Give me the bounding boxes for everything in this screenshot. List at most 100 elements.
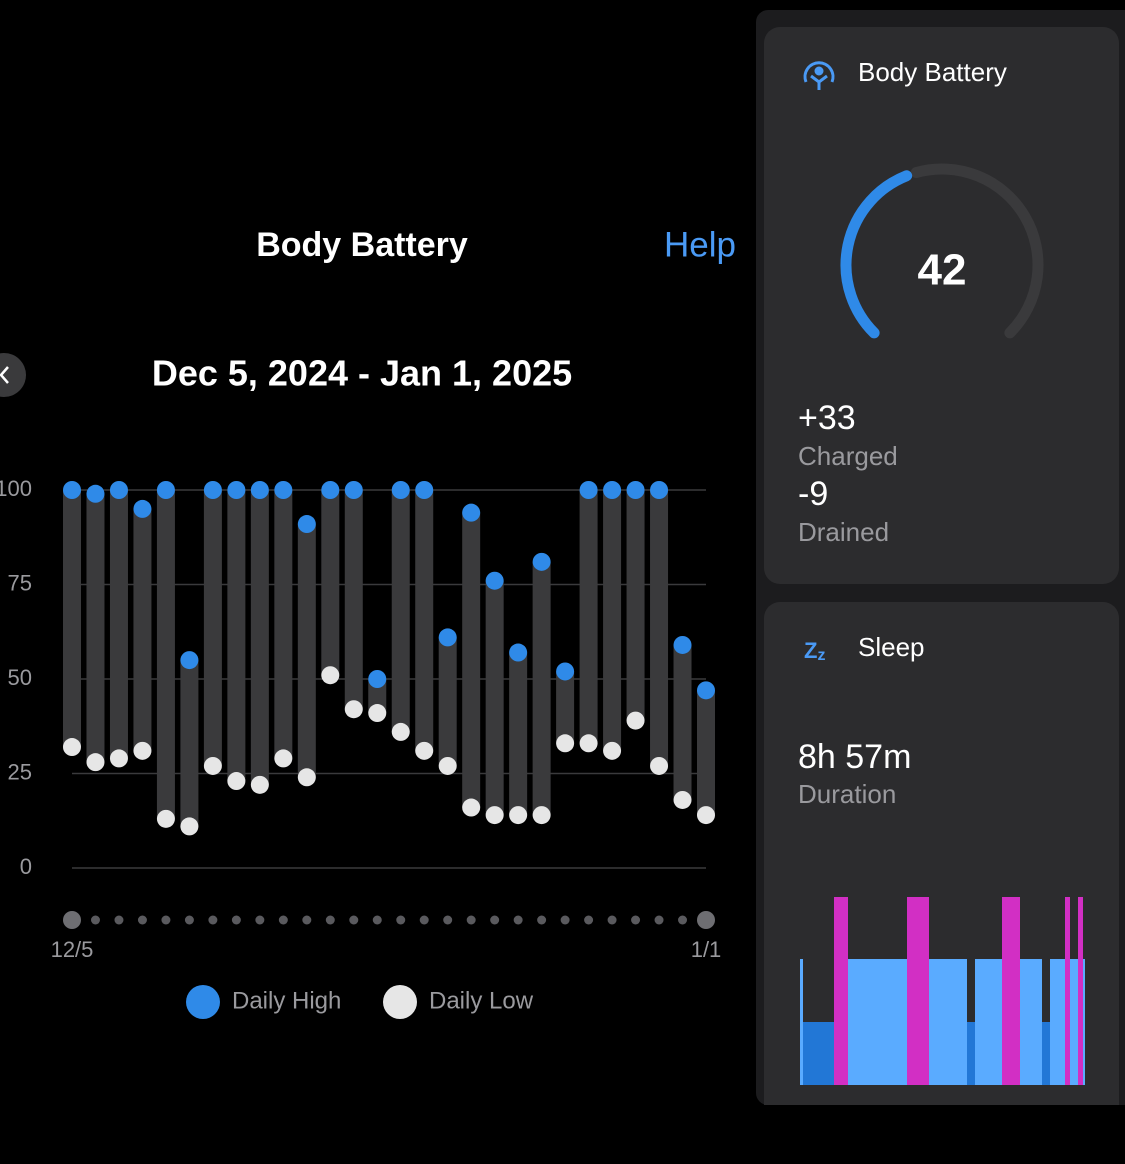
data-point bbox=[156, 481, 175, 499]
gauge-track bbox=[910, 163, 1044, 339]
range-bar bbox=[203, 490, 222, 766]
data-point bbox=[156, 809, 175, 828]
data-point bbox=[368, 670, 387, 688]
gauge bbox=[840, 163, 1044, 339]
range-bar bbox=[438, 637, 457, 766]
data-point bbox=[391, 722, 410, 741]
charged-label: Charged bbox=[798, 441, 898, 471]
range-bar bbox=[63, 490, 81, 748]
range-bar bbox=[180, 660, 199, 827]
rem-sleep bbox=[1002, 897, 1020, 1085]
gauge-value: 42 bbox=[918, 246, 967, 295]
data-point bbox=[626, 481, 645, 499]
range-bar bbox=[415, 490, 434, 751]
icon-head bbox=[814, 66, 824, 76]
range-bar bbox=[368, 679, 387, 714]
day-dot bbox=[584, 915, 594, 925]
day-dot bbox=[537, 915, 547, 925]
data-point bbox=[109, 749, 128, 768]
range-bar bbox=[297, 524, 316, 778]
body-battery-icon bbox=[803, 61, 835, 90]
charged-value: +33 bbox=[798, 399, 856, 437]
data-point bbox=[438, 628, 457, 647]
icon-body bbox=[810, 74, 828, 90]
data-point bbox=[462, 503, 481, 522]
day-dot bbox=[419, 915, 429, 925]
duration-label: Duration bbox=[798, 779, 896, 809]
range-bar bbox=[579, 490, 598, 744]
data-point bbox=[650, 756, 669, 775]
data-point bbox=[344, 700, 363, 719]
day-dot bbox=[466, 915, 476, 925]
legend-swatch bbox=[383, 985, 417, 1019]
range-bar bbox=[462, 512, 481, 808]
data-point bbox=[86, 484, 105, 503]
range-bar bbox=[321, 490, 340, 676]
range-bar bbox=[344, 490, 363, 710]
data-point bbox=[86, 753, 105, 772]
range-bar bbox=[133, 508, 152, 751]
legend-swatch bbox=[186, 985, 220, 1019]
gauge-fill bbox=[840, 170, 913, 339]
day-dot bbox=[161, 915, 171, 925]
deep-sleep bbox=[1042, 1022, 1050, 1085]
data-point bbox=[603, 481, 622, 499]
light-sleep bbox=[800, 959, 803, 1085]
deep-sleep bbox=[967, 1022, 975, 1085]
body-battery-card[interactable] bbox=[764, 27, 1119, 584]
drained-value: -9 bbox=[798, 475, 828, 513]
date-range: Dec 5, 2024 - Jan 1, 2025 bbox=[152, 353, 572, 394]
back-circle bbox=[0, 353, 26, 397]
card-title: Body Battery bbox=[858, 57, 1007, 87]
day-dot bbox=[631, 915, 641, 925]
data-point bbox=[274, 749, 293, 768]
range-bar bbox=[509, 652, 528, 816]
data-point bbox=[673, 635, 692, 654]
range-bar bbox=[227, 490, 246, 782]
back-button[interactable] bbox=[0, 353, 26, 397]
data-point bbox=[250, 775, 269, 794]
data-point bbox=[485, 571, 504, 590]
range-bar bbox=[673, 644, 692, 800]
sleep-duration: 8h 57m bbox=[798, 738, 911, 776]
range-bar bbox=[556, 671, 575, 744]
data-point bbox=[109, 481, 128, 499]
data-point bbox=[603, 741, 622, 760]
data-point bbox=[556, 734, 575, 753]
data-point bbox=[485, 806, 504, 825]
data-point bbox=[368, 704, 387, 723]
data-point bbox=[438, 756, 457, 775]
data-point bbox=[391, 481, 410, 499]
day-dot bbox=[325, 915, 335, 925]
data-point bbox=[133, 741, 152, 760]
help-link[interactable]: Help bbox=[664, 225, 736, 264]
icon-arc bbox=[803, 61, 835, 83]
data-point bbox=[532, 806, 551, 825]
data-point bbox=[415, 481, 434, 499]
y-tick-label: 0 bbox=[20, 854, 32, 879]
data-point bbox=[509, 806, 528, 825]
data-point bbox=[321, 666, 340, 685]
x-tick-label: 1/1 bbox=[691, 937, 722, 962]
data-point bbox=[579, 481, 598, 499]
day-dot bbox=[396, 915, 406, 925]
data-point bbox=[626, 711, 645, 730]
y-tick-label: 100 bbox=[0, 476, 32, 501]
range-bar bbox=[532, 561, 551, 816]
day-dot bbox=[490, 915, 500, 925]
range-bar bbox=[86, 493, 105, 763]
day-dot bbox=[654, 915, 664, 925]
panel-cut bbox=[756, 1105, 1125, 1164]
x-tick-label: 12/5 bbox=[51, 937, 94, 962]
range-bar bbox=[109, 490, 128, 759]
sleep-title: Sleep bbox=[858, 632, 925, 662]
data-point bbox=[297, 515, 316, 534]
data-point bbox=[63, 481, 81, 499]
day-dot bbox=[678, 915, 688, 925]
data-point bbox=[532, 552, 551, 571]
day-dot bbox=[697, 911, 715, 929]
data-point bbox=[673, 790, 692, 809]
range-bar bbox=[391, 490, 410, 732]
deep-sleep bbox=[800, 1022, 834, 1085]
